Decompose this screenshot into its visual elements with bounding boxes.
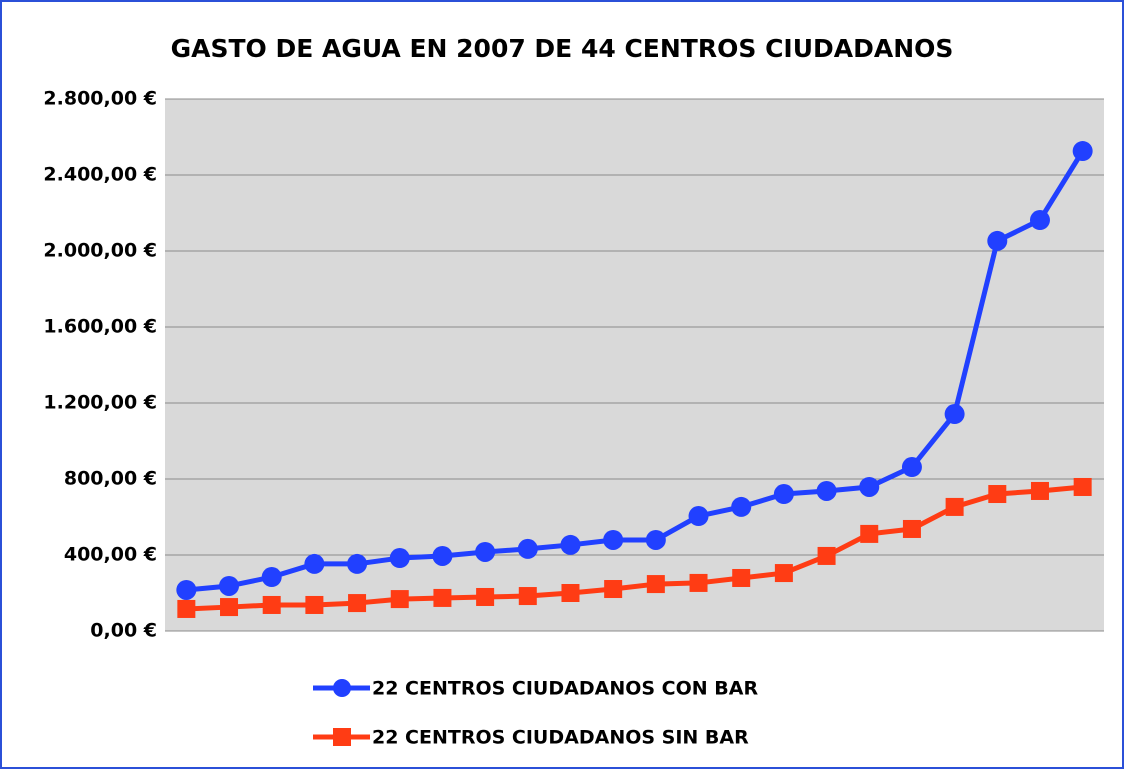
legend: 22 CENTROS CIUDADANOS CON BAR 22 CENTROS… xyxy=(313,678,758,749)
data-point xyxy=(860,524,879,543)
legend-marker xyxy=(333,679,351,697)
data-point xyxy=(219,575,240,596)
y-tick-label: 2.800,00 € xyxy=(43,88,157,110)
data-point xyxy=(348,594,367,613)
y-tick-label: 2.400,00 € xyxy=(43,164,157,186)
legend-label: 22 CENTROS CIUDADANOS CON BAR xyxy=(372,678,758,700)
data-point xyxy=(1029,210,1050,231)
data-point xyxy=(220,598,239,617)
data-point xyxy=(645,529,666,550)
chart-title: GASTO DE AGUA EN 2007 DE 44 CENTROS CIUD… xyxy=(171,34,954,63)
data-point xyxy=(304,553,325,574)
data-point xyxy=(731,496,752,517)
legend-marker xyxy=(333,728,351,746)
data-point xyxy=(987,230,1008,251)
data-point xyxy=(902,519,921,538)
data-point xyxy=(517,538,538,559)
data-point xyxy=(561,584,580,602)
data-point xyxy=(774,564,793,583)
data-point xyxy=(1072,141,1093,162)
data-point xyxy=(262,595,281,614)
data-point xyxy=(476,587,495,606)
data-point xyxy=(945,497,964,516)
data-point xyxy=(560,534,581,555)
data-point xyxy=(433,588,452,607)
y-tick-label: 2.000,00 € xyxy=(43,240,157,262)
data-point xyxy=(646,575,665,594)
legend-label: 22 CENTROS CIUDADANOS SIN BAR xyxy=(372,727,749,749)
data-point xyxy=(816,480,837,501)
data-point xyxy=(1030,481,1049,500)
y-tick-label: 800,00 € xyxy=(64,468,157,490)
data-point xyxy=(305,595,324,614)
y-tick-label: 400,00 € xyxy=(64,544,157,566)
data-point xyxy=(688,506,709,527)
data-point xyxy=(732,568,751,587)
series-line xyxy=(186,484,1083,612)
data-point xyxy=(773,484,794,505)
y-tick-label: 1.200,00 € xyxy=(43,392,157,414)
data-point xyxy=(859,476,880,497)
y-tick-label: 0,00 € xyxy=(90,620,157,642)
data-point xyxy=(817,546,836,565)
data-point xyxy=(475,541,496,562)
y-tick-label: 1.600,00 € xyxy=(43,316,157,338)
data-point xyxy=(1073,477,1092,496)
data-point xyxy=(389,548,410,569)
data-point xyxy=(347,553,368,574)
data-point xyxy=(177,599,196,618)
data-point xyxy=(261,567,282,588)
data-point xyxy=(432,545,453,566)
plot-area xyxy=(165,99,1104,631)
data-point xyxy=(390,590,409,609)
data-point xyxy=(901,457,922,478)
series-line xyxy=(186,149,1085,593)
data-point xyxy=(944,404,965,425)
data-point xyxy=(176,579,197,600)
data-point xyxy=(603,529,624,550)
data-point xyxy=(689,573,708,592)
data-point xyxy=(518,587,537,606)
data-point xyxy=(604,580,623,599)
data-point xyxy=(988,485,1007,504)
